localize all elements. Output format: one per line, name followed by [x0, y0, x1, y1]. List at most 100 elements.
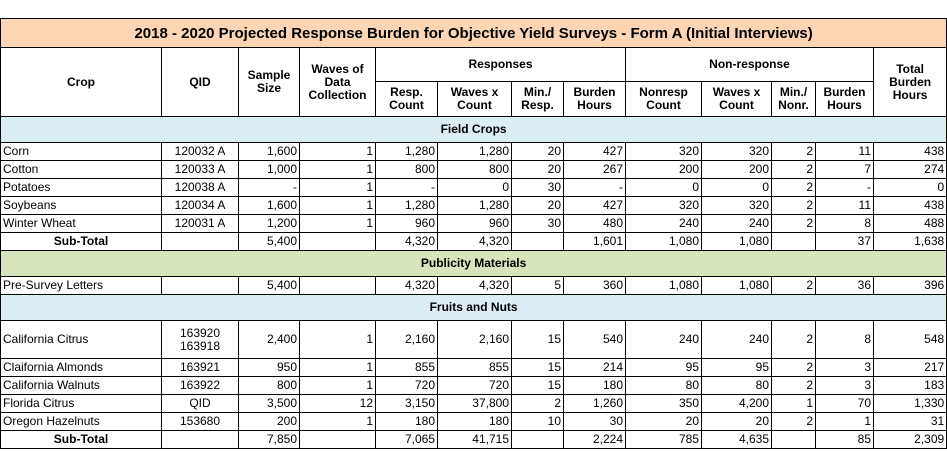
cell: 427	[563, 142, 626, 161]
cell: 1,280	[375, 142, 438, 161]
cell: 3	[815, 376, 874, 395]
cell: 37,800	[437, 394, 512, 413]
table-row: 2018 - 2020 Projected Response Burden fo…	[0, 18, 947, 48]
cell: 4,320	[375, 276, 438, 295]
cell	[161, 430, 239, 449]
cell: 2,224	[563, 430, 626, 449]
cell: 80	[625, 376, 702, 395]
cell: 41,715	[437, 430, 512, 449]
cell: 8	[815, 214, 874, 233]
cell: 2,309	[872, 430, 947, 449]
cell: 5	[511, 276, 564, 295]
cell: 1	[299, 196, 376, 215]
cell: 1,080	[701, 276, 772, 295]
cell: 1,200	[238, 214, 300, 233]
cell: 183	[872, 376, 947, 395]
cell: 153680	[161, 412, 239, 431]
cell	[511, 430, 564, 449]
cell: 15	[511, 320, 564, 359]
cell: 0	[625, 178, 702, 197]
cell: 7,065	[375, 430, 438, 449]
cell: 1	[299, 214, 376, 233]
cell: 4,320	[437, 276, 512, 295]
table-row: Field Crops	[0, 116, 947, 143]
cell: 1,280	[375, 196, 438, 215]
table-row: Claifornia Almonds 163921 950 1 855 855 15 214 9…	[0, 358, 947, 377]
table-row: Oregon Hazelnuts 153680 200 1 180 180 10 30 20 20…	[0, 412, 947, 431]
cell: 2	[771, 376, 816, 395]
table-row: Florida Citrus QID 3,500 12 3,150 37,800 2 1,26…	[0, 394, 947, 413]
cell: 180	[563, 376, 626, 395]
cell: 1,601	[563, 232, 626, 251]
cell	[771, 430, 816, 449]
cell: 120032 A	[161, 142, 239, 161]
cell: 855	[437, 358, 512, 377]
cell: 15	[511, 376, 564, 395]
cell: 3,150	[375, 394, 438, 413]
cell: 5,400	[238, 276, 300, 295]
cell: -	[238, 178, 300, 197]
cell: 267	[563, 160, 626, 179]
cell: 10	[511, 412, 564, 431]
cell: 0	[437, 178, 512, 197]
table-row: Winter Wheat 120031 A 1,200 1 960 960 30 480 240…	[0, 214, 947, 233]
column-header: Total Burden Hours	[872, 47, 947, 117]
cell: 4,320	[437, 232, 512, 251]
column-header: Min./ Resp.	[511, 81, 564, 117]
cell: 950	[238, 358, 300, 377]
cell: 1,280	[437, 142, 512, 161]
cell: 15	[511, 358, 564, 377]
group-header: Non-response	[625, 47, 874, 82]
table-row: California Walnuts 163922 800 1 720 720 15 180 8…	[0, 376, 947, 395]
cell: 320	[625, 142, 702, 161]
column-header: Nonresp Count	[625, 81, 702, 117]
table-row: California Citrus 163920 163918 2,400 1 2,160…	[0, 320, 947, 359]
row-label: Winter Wheat	[0, 214, 162, 233]
cell: 480	[563, 214, 626, 233]
cell: 180	[375, 412, 438, 431]
row-label: Florida Citrus	[0, 394, 162, 413]
cell: 12	[299, 394, 376, 413]
cell: 11	[815, 196, 874, 215]
cell: 37	[815, 232, 874, 251]
cell: 320	[625, 196, 702, 215]
column-header: Burden Hours	[815, 81, 874, 117]
cell	[161, 276, 239, 295]
cell: -	[375, 178, 438, 197]
cell: 1,600	[238, 196, 300, 215]
table-title: 2018 - 2020 Projected Response Burden fo…	[0, 18, 947, 48]
row-label: Corn	[0, 142, 162, 161]
column-header: Waves of Data Collection	[299, 47, 376, 117]
cell: 30	[563, 412, 626, 431]
cell: 1	[299, 358, 376, 377]
cell: 70	[815, 394, 874, 413]
table-row: Soybeans 120034 A 1,600 1 1,280 1,280 20 427 320…	[0, 196, 947, 215]
cell: 1	[299, 178, 376, 197]
cell: 163921	[161, 358, 239, 377]
cell: 11	[815, 142, 874, 161]
cell: 200	[701, 160, 772, 179]
column-header: Sample Size	[238, 47, 300, 117]
cell	[299, 430, 376, 449]
cell: 240	[625, 214, 702, 233]
cell: -	[563, 178, 626, 197]
cell: 488	[872, 214, 947, 233]
cell: 1,080	[701, 232, 772, 251]
cell: 180	[437, 412, 512, 431]
cell: 0	[701, 178, 772, 197]
row-label: Oregon Hazelnuts	[0, 412, 162, 431]
column-header: QID	[161, 47, 239, 117]
cell: 36	[815, 276, 874, 295]
cell: 2	[771, 412, 816, 431]
table-row: Resp. Count Waves x Count Min./ Resp. Burde…	[1, 81, 947, 117]
cell: 120031 A	[161, 214, 239, 233]
table-row: Pre-Survey Letters 5,400 4,320 4,320 5 360 1,0…	[0, 276, 947, 295]
cell: 2	[771, 358, 816, 377]
cell: 2	[771, 214, 816, 233]
cell: 20	[511, 196, 564, 215]
row-label: Sub-Total	[0, 430, 162, 449]
cell: 1,000	[238, 160, 300, 179]
cell: 20	[625, 412, 702, 431]
cell-line: 163920	[179, 325, 221, 340]
cell: 120033 A	[161, 160, 239, 179]
